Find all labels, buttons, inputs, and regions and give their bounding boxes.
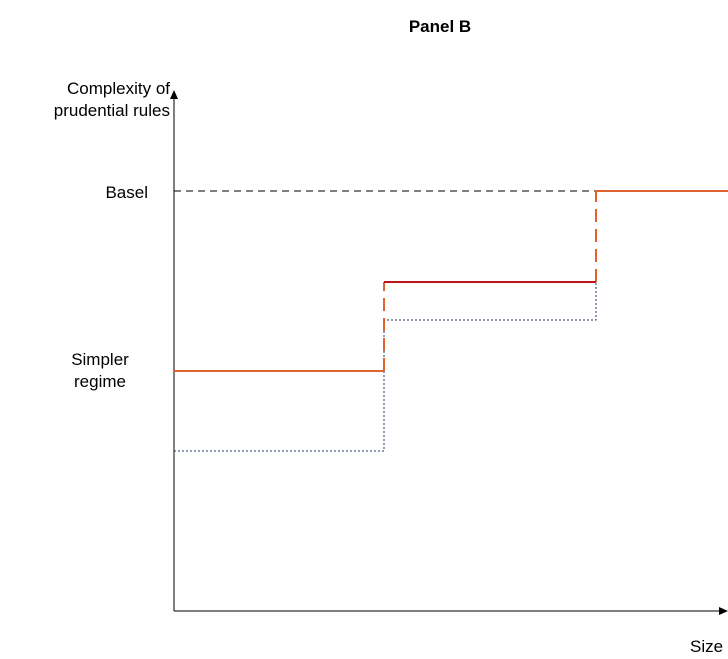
x-axis-label: Size	[690, 637, 724, 656]
level-label-basel: Basel	[105, 183, 148, 202]
panel-title: Panel B	[408, 17, 472, 36]
y-axis-arrow	[170, 90, 178, 99]
level-label-simpler: Simpler regime	[71, 350, 129, 391]
x-axis-arrow	[719, 607, 728, 615]
y-axis-label: Complexity of prudential rules	[0, 78, 170, 122]
y-axis-label-text: Complexity of prudential rules	[53, 79, 170, 120]
